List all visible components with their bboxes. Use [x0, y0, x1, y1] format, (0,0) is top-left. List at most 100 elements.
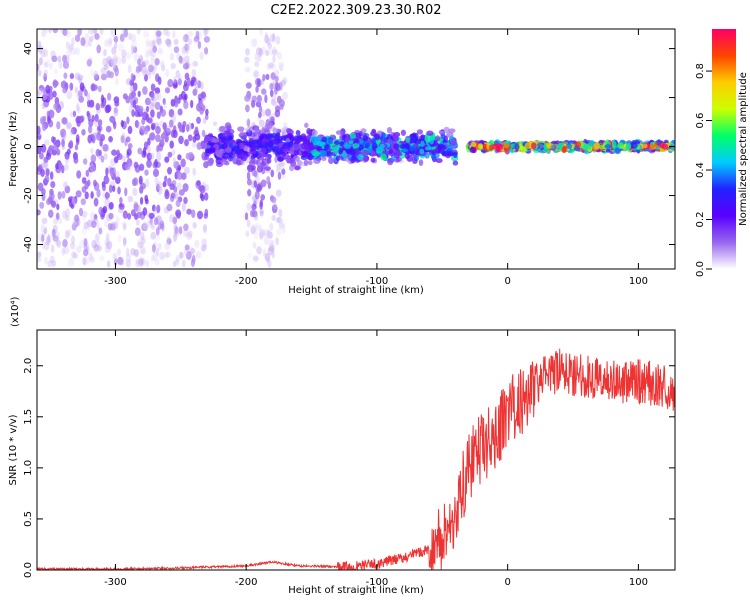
spectrogram-cell: [276, 228, 283, 236]
spectrogram-cell: [184, 139, 189, 147]
snr-xtick-label: 100: [629, 577, 648, 588]
spectrogram-cell: [72, 110, 77, 117]
spectrogram-cell: [266, 157, 272, 164]
spectrogram-cell: [197, 80, 202, 89]
spectrogram-cell: [169, 140, 174, 149]
snr-ytick-label: 0.0: [23, 562, 34, 578]
spectrogram-cell: [294, 165, 301, 171]
spectrogram-cell: [51, 260, 57, 267]
spectrogram-cell: [172, 30, 176, 39]
spectrogram-cell: [273, 137, 280, 145]
spectrogram-cell: [252, 159, 259, 165]
spectrogram-cell: [49, 171, 54, 180]
spectrogram-cell: [74, 144, 79, 151]
spectrogram-cell: [139, 214, 145, 222]
spectrogram-cell: [37, 63, 41, 71]
spectrogram-cell: [78, 95, 85, 103]
spectrogram-cell: [53, 103, 58, 111]
spectrogram-cell: [142, 222, 148, 230]
spectrogram-cell: [87, 124, 93, 134]
spectrogram-cell: [87, 134, 92, 142]
spectrogram-cell: [185, 250, 192, 260]
spectrogram-cell: [185, 43, 191, 51]
spectrogram-cell: [268, 244, 275, 252]
spectrogram-cell: [104, 192, 111, 199]
spectrogram-cell: [64, 208, 71, 218]
spectrogram-cell: [122, 236, 127, 245]
spectrogram-cell: [172, 260, 177, 268]
spectrogram-cell: [643, 143, 648, 149]
spectrogram-cell: [178, 123, 183, 133]
spectrogram-xtick-label: 0: [504, 276, 510, 287]
spectrogram-cell: [453, 151, 458, 158]
spectrogram-cell: [143, 222, 148, 229]
spectrogram-cell: [196, 180, 201, 187]
spectrogram-cell: [154, 233, 161, 242]
spectrogram-cell: [169, 53, 174, 61]
spectrogram-cell: [125, 52, 132, 59]
spectrogram-cell: [108, 184, 113, 193]
spectrogram-cell: [91, 239, 97, 249]
spectrogram-cell: [400, 129, 407, 136]
spectrogram-cell: [253, 212, 259, 221]
spectrogram-cell: [165, 125, 171, 133]
spectrogram-cell: [43, 48, 49, 57]
spectrogram-cell: [102, 144, 109, 152]
spectrogram-cell: [110, 29, 117, 37]
spectrogram-cell: [63, 181, 68, 190]
spectrogram-cell: [52, 29, 59, 34]
spectrogram-cell: [127, 195, 134, 203]
spectrogram-cell: [93, 70, 98, 80]
spectrogram-cell: [38, 84, 45, 92]
spectrogram-cell: [302, 151, 308, 158]
spectrogram-cell: [203, 29, 208, 37]
spectrogram-cell: [443, 135, 449, 143]
spectrogram-cell: [143, 223, 149, 232]
spectrogram-cell: [275, 189, 282, 197]
spectrogram-cell: [43, 69, 48, 77]
spectrogram-cell: [264, 133, 272, 141]
spectrogram-cell: [206, 159, 214, 167]
spectrogram-cell: [76, 115, 81, 122]
spectrogram-cell: [239, 142, 245, 150]
spectrogram-cell: [37, 164, 43, 173]
spectrogram-cell: [260, 147, 267, 153]
spectrogram-cell: [96, 188, 101, 198]
spectrogram-cell: [478, 143, 483, 149]
spectrogram-cell: [352, 142, 360, 149]
spectrogram-cell: [259, 231, 264, 240]
spectrogram-cell: [37, 232, 43, 242]
spectrogram-cell: [154, 134, 161, 142]
spectrogram-cell: [122, 210, 128, 219]
spectrogram-cell: [162, 29, 168, 36]
spectrogram-cell: [232, 157, 239, 165]
spectrogram-cell: [75, 138, 80, 146]
spectrogram-cell: [244, 94, 251, 102]
spectrogram-cell: [259, 228, 266, 236]
spectrogram-cell: [404, 152, 410, 160]
spectrogram-cell: [152, 39, 157, 48]
spectrogram-cell: [265, 73, 270, 80]
spectrogram-cell: [69, 140, 74, 147]
spectrogram-cell: [91, 29, 97, 34]
spectrogram-cell: [115, 216, 120, 224]
spectrogram-cell: [109, 71, 114, 79]
spectrogram-cell: [328, 157, 334, 164]
spectrogram-cell: [52, 235, 59, 242]
spectrogram-cell: [419, 148, 425, 155]
snr-ylabel: SNR (10 * v/v): [8, 414, 19, 485]
spectrogram-cell: [132, 187, 138, 197]
spectrogram-cell: [98, 227, 103, 235]
spectrogram-cell: [132, 82, 138, 92]
spectrogram-cell: [398, 159, 405, 164]
spectrogram-cell: [137, 238, 143, 247]
spectrogram-cell: [163, 101, 168, 109]
spectrogram-cell: [154, 87, 161, 94]
spectrogram-cell: [267, 42, 273, 50]
snr-series-line: [37, 348, 675, 570]
spectrogram-cell: [630, 141, 638, 149]
spectrogram-cell: [255, 47, 262, 56]
spectrogram-cell: [167, 78, 174, 88]
spectrogram-cell: [182, 120, 187, 128]
spectrogram-cell: [73, 220, 80, 228]
